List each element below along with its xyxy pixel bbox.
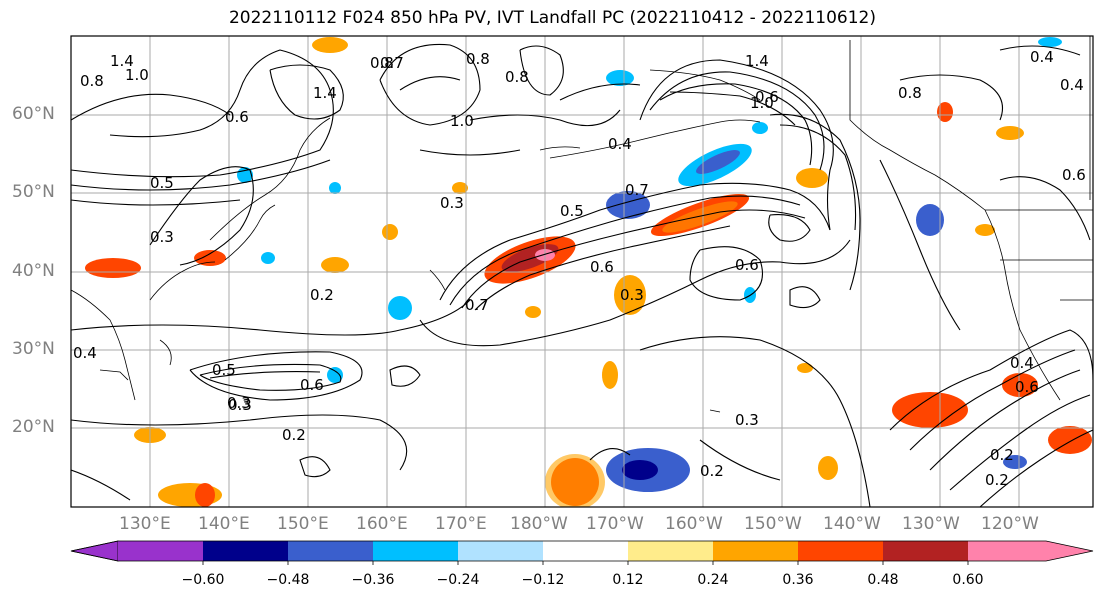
contour-label: 0.4	[1030, 48, 1054, 66]
colorbar-segment	[628, 541, 713, 561]
contour-label: 0.7	[465, 296, 489, 314]
contour-label: 0.6	[225, 108, 249, 126]
map-frame	[70, 35, 1094, 508]
contour-label: 0.6	[590, 258, 614, 276]
colorbar-segment	[288, 541, 373, 561]
lon-label: 140°W	[823, 514, 881, 534]
colorbar-tick-label: −0.36	[351, 572, 395, 588]
contour-label: 1.4	[745, 52, 769, 70]
colorbar-segment	[458, 541, 543, 561]
contour-label: 0.5	[150, 174, 174, 192]
colorbar-tick-label: 0.48	[867, 572, 899, 588]
colorbar-segment	[373, 541, 458, 561]
colorbar-segment	[543, 541, 628, 561]
contour-label: 1.0	[450, 112, 474, 130]
colorbar-segment	[203, 541, 288, 561]
colorbar-segment	[1046, 541, 1093, 561]
contour-label: 0.3	[735, 411, 759, 429]
contour-label: 0.6	[755, 88, 779, 106]
contour-label: 1.4	[110, 52, 134, 70]
lat-label: 20°N	[12, 417, 55, 437]
shaded-anomalies	[85, 37, 1092, 507]
colorbar-segment	[798, 541, 883, 561]
colorbar-tick-label: 0.36	[782, 572, 814, 588]
lon-label: 170°W	[586, 514, 644, 534]
colorbar-segment	[713, 541, 798, 561]
contour-label: 0.4	[608, 135, 632, 153]
contour-label: 0.3	[227, 394, 251, 412]
lat-label: 40°N	[12, 261, 55, 281]
colorbar-tick-label: −0.48	[266, 572, 310, 588]
lon-label: 160°W	[665, 514, 723, 534]
colorbar-segment	[968, 541, 1046, 561]
colorbar-segment	[70, 540, 119, 562]
contour-label: 0.2	[282, 426, 306, 444]
contour-label: 0.6	[300, 376, 324, 394]
coastlines	[71, 36, 1093, 413]
colorbar-segment	[118, 541, 203, 561]
colorbar-outline	[70, 540, 1094, 562]
contour-label: 0.8	[370, 54, 394, 72]
pv-contours	[71, 43, 1093, 507]
lon-label: 150°E	[277, 514, 329, 534]
contour-label: 0.7	[625, 181, 649, 199]
contour-label: 0.8	[505, 68, 529, 86]
contour-label: 1.0	[125, 66, 149, 84]
contour-label: 0.3	[150, 228, 174, 246]
lat-label: 30°N	[12, 339, 55, 359]
gridlines	[71, 36, 1093, 507]
contour-labels: 1.4 1.0 0.8 0.6 0.5 0.4 0.3 0.2 0.7 1.4 …	[73, 48, 1086, 489]
colorbar-segment	[883, 541, 968, 561]
lon-label: 180°W	[510, 514, 568, 534]
contour-label: 0.5	[212, 361, 236, 379]
lon-label: 120°W	[981, 514, 1039, 534]
contour-label: 0.5	[560, 202, 584, 220]
contour-label: 0.4	[73, 344, 97, 362]
contour-label: 0.8	[80, 72, 104, 90]
colorbar-tick-label: −0.24	[436, 572, 480, 588]
lon-label: 130°E	[119, 514, 171, 534]
contour-label: 0.4	[1010, 354, 1034, 372]
colorbar-tick-label: 0.24	[697, 572, 729, 588]
colorbar	[70, 540, 1094, 565]
contour-label: 0.7	[380, 54, 404, 72]
contour-label: 0.2	[700, 462, 724, 480]
lon-label: 150°W	[744, 514, 802, 534]
contour-label: 0.4	[1060, 76, 1084, 94]
colorbar-tick-label: −0.60	[181, 572, 225, 588]
lon-label: 160°E	[356, 514, 408, 534]
contour-label: 0.6	[735, 256, 759, 274]
lat-label: 60°N	[12, 104, 55, 124]
contour-label: 0.8	[466, 50, 490, 68]
contour-label: 0.3	[440, 194, 464, 212]
contour-label: 0.2	[990, 446, 1014, 464]
contour-label: 0.6	[1062, 166, 1086, 184]
lon-label: 170°E	[435, 514, 487, 534]
figure-title: 2022110112 F024 850 hPa PV, IVT Landfall…	[228, 8, 876, 28]
lat-label: 50°N	[12, 182, 55, 202]
contour-label: 0.3	[228, 396, 252, 414]
contour-label: 0.6	[1015, 378, 1039, 396]
lon-label: 140°E	[198, 514, 250, 534]
contour-label: 1.0	[750, 94, 774, 112]
colorbar-tick-label: −0.12	[521, 572, 565, 588]
contour-label: 0.2	[985, 471, 1009, 489]
contour-label: 0.8	[898, 84, 922, 102]
lon-label: 130°W	[902, 514, 960, 534]
colorbar-tick-label: 0.12	[612, 572, 644, 588]
contour-label: 1.4	[313, 84, 337, 102]
contour-label: 0.2	[310, 286, 334, 304]
colorbar-tick-label: 0.60	[952, 572, 984, 588]
contour-label: 0.3	[620, 286, 644, 304]
